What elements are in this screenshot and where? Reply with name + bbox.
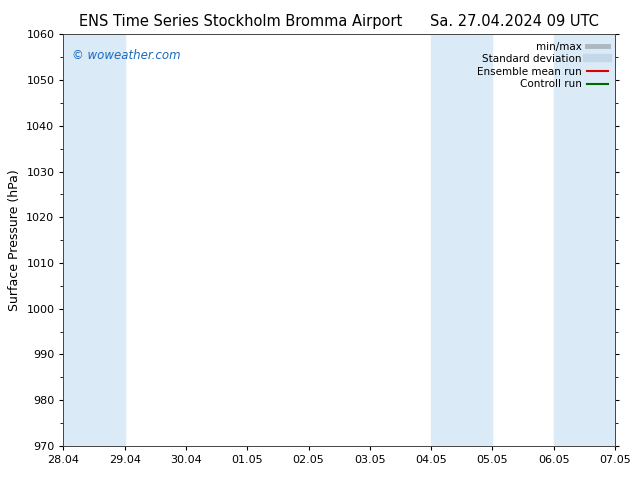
Bar [431, 34, 493, 446]
Title: ENS Time Series Stockholm Bromma Airport      Sa. 27.04.2024 09 UTC: ENS Time Series Stockholm Bromma Airport… [79, 14, 599, 29]
Bar [615, 34, 634, 446]
Text: © woweather.com: © woweather.com [72, 49, 180, 62]
Bar [63, 34, 125, 446]
Legend: min/max, Standard deviation, Ensemble mean run, Controll run: min/max, Standard deviation, Ensemble me… [475, 40, 610, 92]
Bar [553, 34, 615, 446]
Y-axis label: Surface Pressure (hPa): Surface Pressure (hPa) [8, 169, 21, 311]
